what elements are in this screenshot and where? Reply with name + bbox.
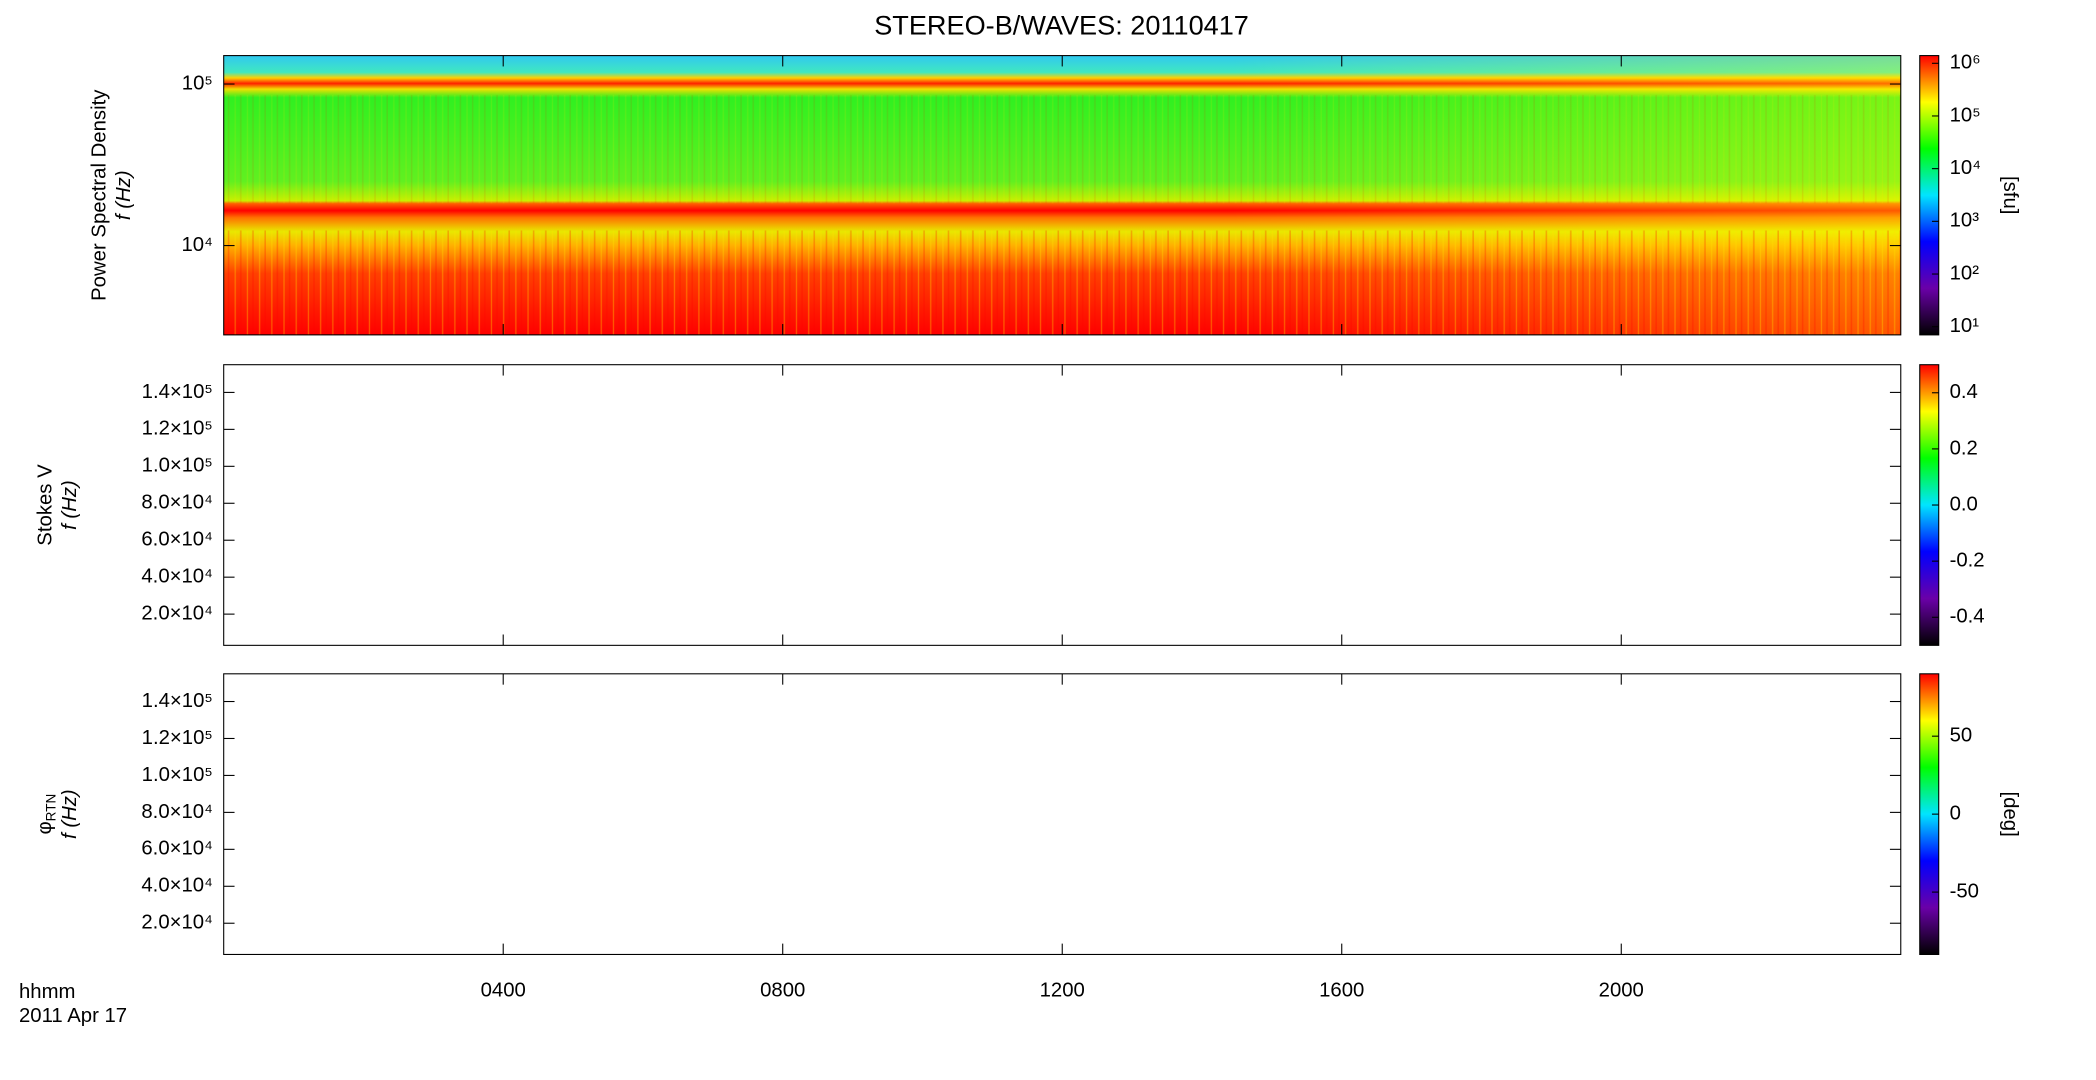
- y-tick-label: 6.0×10⁴: [141, 529, 212, 551]
- x-tick-label: 1600: [1319, 979, 1364, 1001]
- y-tick-label: 1.4×10⁵: [142, 381, 213, 403]
- colorbar-tick-label: 50: [1950, 725, 1973, 747]
- y-tick-label: 1.2×10⁵: [142, 418, 213, 440]
- y-tick-label: 10⁵: [182, 72, 213, 94]
- x-tick-label: 2000: [1599, 979, 1644, 1001]
- colorbar-label: [deg]: [1999, 792, 2021, 837]
- y-tick-label: 1.2×10⁵: [142, 727, 213, 749]
- y-tick-label: 2.0×10⁴: [141, 602, 212, 624]
- colorbar-tick-label: 0.0: [1950, 493, 1978, 515]
- y-tick-label: 2.0×10⁴: [141, 912, 212, 934]
- x-tick-label: 0800: [760, 979, 805, 1001]
- colorbar-tick-label: 0: [1950, 803, 1961, 825]
- y-axis-unit: f (Hz): [59, 480, 81, 530]
- colorbar-tick-label: 10⁵: [1950, 104, 1981, 126]
- y-axis-symbol: φ: [34, 821, 56, 834]
- spectrogram-streaks: [223, 94, 1901, 204]
- colorbar-tick-label: 10³: [1950, 210, 1980, 232]
- y-tick-label: 4.0×10⁴: [141, 566, 212, 588]
- y-tick-label: 1.0×10⁵: [142, 455, 213, 477]
- colorbar-tick-label: 10¹: [1950, 315, 1980, 337]
- y-tick-label: 4.0×10⁴: [141, 875, 212, 897]
- y-axis-label: Stokes V: [34, 464, 56, 546]
- colorbar-tick-label: 10⁴: [1950, 157, 1981, 179]
- x-tick-label: 0400: [481, 979, 526, 1001]
- spectrogram-streaks: [223, 230, 1901, 335]
- y-axis-unit: f (Hz): [113, 170, 135, 220]
- colorbar-tick-label: -0.4: [1950, 606, 1985, 628]
- date-label: 2011 Apr 17: [19, 1005, 127, 1027]
- colorbar-tick-label: -50: [1950, 880, 1979, 902]
- colorbar-label: [sfu]: [1999, 176, 2021, 214]
- plot-frame: [223, 364, 1902, 646]
- colorbar-tick-label: 10⁶: [1950, 52, 1981, 74]
- y-tick-label: 8.0×10⁴: [141, 492, 212, 514]
- x-tick-label: 1200: [1040, 979, 1085, 1001]
- plot-frame: [223, 673, 1902, 955]
- y-axis-subscript: RTN: [43, 794, 58, 822]
- y-tick-label: 1.4×10⁵: [142, 690, 213, 712]
- spectrogram-image: [223, 55, 1901, 335]
- y-axis-unit: f (Hz): [59, 789, 81, 839]
- y-tick-label: 6.0×10⁴: [141, 838, 212, 860]
- colorbar-tick-label: 0.4: [1950, 381, 1978, 403]
- colorbar-tick-label: -0.2: [1950, 550, 1985, 572]
- y-tick-label: 10⁴: [181, 234, 212, 256]
- colorbar: [1919, 55, 1940, 336]
- colorbar-tick-label: 0.2: [1950, 437, 1978, 459]
- y-tick-label: 1.0×10⁵: [142, 764, 213, 786]
- y-axis-label: Power Spectral Density: [89, 89, 111, 301]
- y-axis-label: φRTN: [34, 794, 58, 835]
- y-tick-label: 8.0×10⁴: [141, 801, 212, 823]
- x-axis-label: hhmm: [19, 981, 75, 1003]
- colorbar-tick-label: 10²: [1950, 262, 1980, 284]
- chart-title: STEREO-B/WAVES: 20110417: [874, 9, 1249, 40]
